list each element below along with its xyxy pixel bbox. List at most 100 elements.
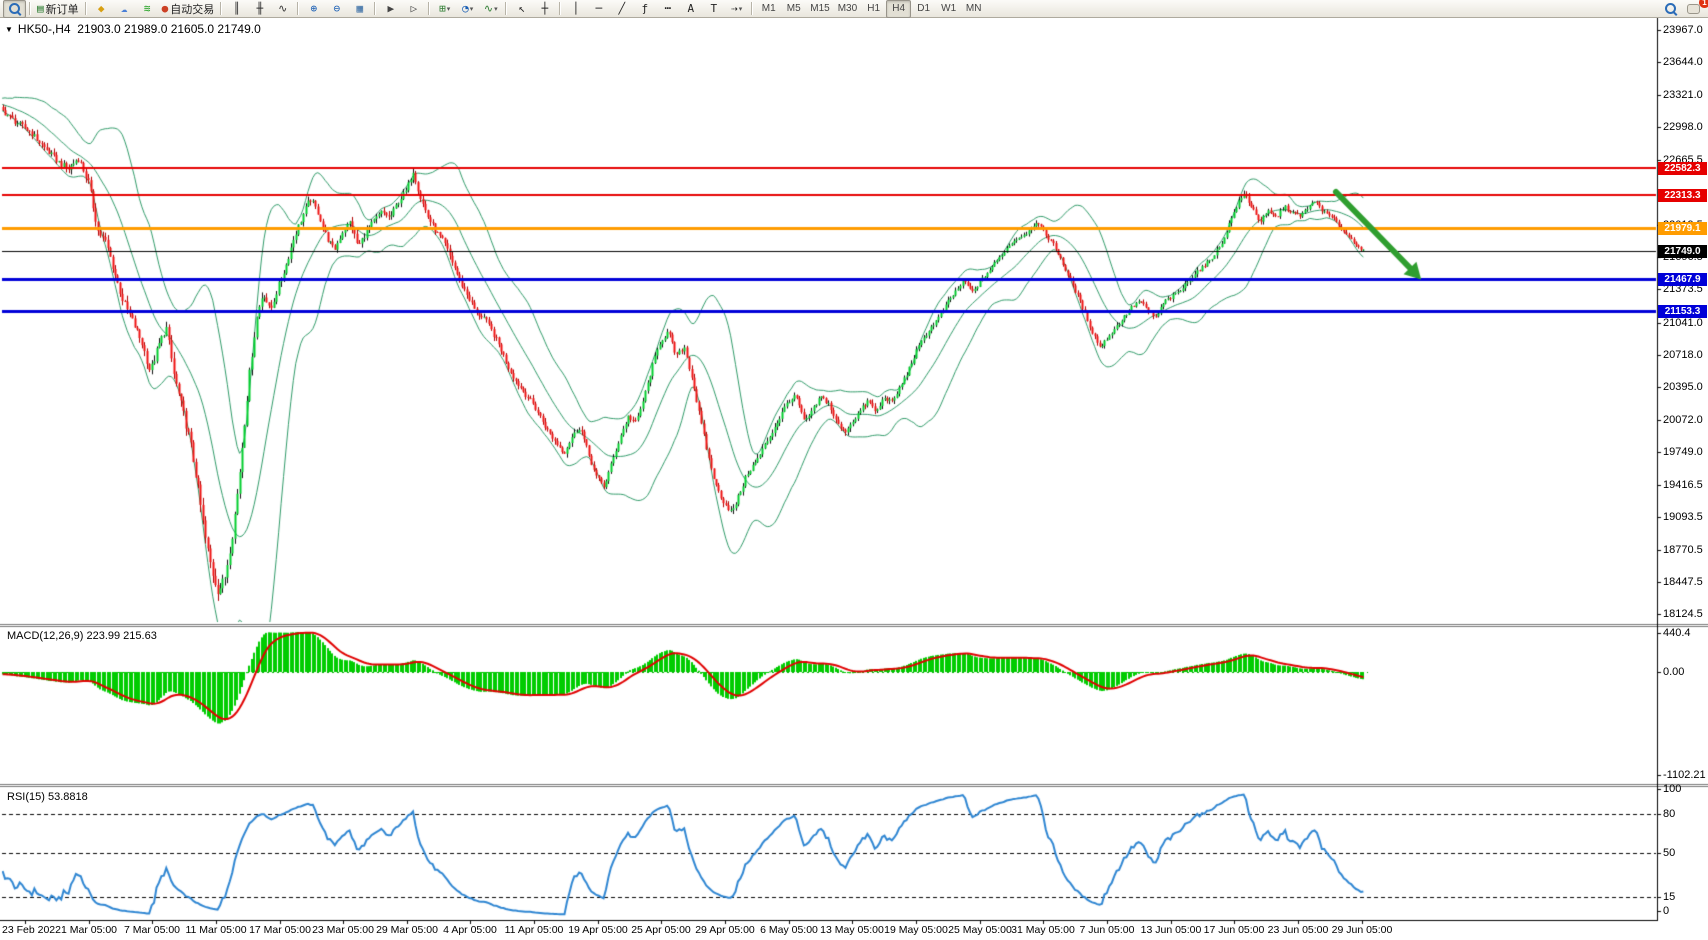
toolbar-separator	[84, 2, 87, 15]
timeframe-m1[interactable]: M1	[761, 3, 776, 14]
y-axis-tick: 19093.5	[1663, 511, 1703, 524]
new-chart-icon: ⊞	[439, 2, 446, 15]
toolbar-separator	[29, 2, 31, 15]
timeframe-h1[interactable]: H1	[867, 3, 881, 14]
y-axis-tick: 18124.5	[1663, 608, 1703, 621]
fibonacci-icon: ƒ	[641, 2, 649, 15]
macd-axis-tick: 440.4	[1663, 627, 1691, 639]
macd-axis-tick: -1102.21	[1663, 769, 1706, 781]
arrows-icon: ⇢	[731, 2, 738, 15]
trendline-icon: ╱	[618, 2, 626, 15]
toolbar-button-zoom-in[interactable]: ⊕	[302, 0, 325, 18]
timeframe-mn[interactable]: MN	[965, 3, 982, 14]
toolbar-button-periods[interactable]: ◔ ▾	[456, 0, 479, 18]
timeframe-d1[interactable]: D1	[917, 3, 931, 14]
x-axis-label: 7 Jun 05:00	[1079, 924, 1135, 936]
rsi-indicator-label: RSI(15) 53.8818	[7, 791, 88, 803]
y-axis-tick: 23321.0	[1663, 88, 1703, 101]
chevron-down-icon: ▾	[494, 5, 498, 13]
y-axis-tick: 19749.0	[1663, 445, 1703, 458]
auto-scroll-icon: ▶	[387, 2, 395, 15]
timeframe-w1[interactable]: W1	[941, 3, 957, 14]
price-line-label: 21979.1	[1658, 222, 1707, 236]
toolbar-button-arrows[interactable]: ⇢ ▾	[725, 0, 748, 18]
toolbar-button-tile-windows[interactable]: ▦	[348, 0, 371, 18]
line-chart-icon: ∿	[278, 2, 288, 15]
toolbar-button-notifications[interactable]: 1	[1682, 0, 1708, 18]
x-axis-label: 25 May 05:00	[948, 924, 1012, 936]
bar-chart-icon: ║	[233, 2, 241, 15]
rsi-axis-tick: 80	[1663, 808, 1676, 820]
y-axis-tick: 18770.5	[1663, 543, 1703, 556]
rsi-axis-tick: 15	[1663, 891, 1676, 903]
profiles-icon: ◆	[97, 2, 105, 15]
toolbar-button-candlestick-chart[interactable]: ╫	[248, 0, 271, 18]
toolbar-separator	[751, 2, 754, 15]
auto-trading-icon: ●	[161, 2, 169, 15]
text-icon: A	[687, 2, 695, 15]
timeframe-m5[interactable]: M5	[786, 3, 801, 14]
toolbar-button-zoom-out[interactable]: ⊖	[325, 0, 348, 18]
timeframe-m30[interactable]: M30	[837, 3, 858, 14]
y-axis-tick: 20395.0	[1663, 381, 1703, 394]
new-order-label: 新订单	[45, 3, 79, 16]
toolbar-separator	[297, 2, 300, 15]
toolbar-button-crosshair[interactable]: ┼	[533, 0, 556, 18]
timeframe-h4[interactable]: H4	[886, 0, 912, 18]
market-watch-icon	[9, 3, 20, 14]
x-axis-label: 29 Apr 05:00	[695, 924, 755, 936]
toolbar-button-profiles[interactable]: ◆	[90, 0, 113, 18]
toolbar-button-text[interactable]: A	[679, 0, 702, 18]
toolbar-button-indicators[interactable]: ∿ ▾	[479, 0, 502, 18]
chart-window-icon: ☁	[120, 2, 128, 15]
chart-title-dropdown-icon[interactable]: ▼	[5, 25, 13, 34]
rsi-axis-tick: 100	[1663, 783, 1682, 795]
toolbar-button-vertical-line[interactable]: │	[564, 0, 587, 18]
toolbar-button-bar-chart[interactable]: ║	[225, 0, 248, 18]
chart-canvas[interactable]	[0, 18, 1708, 940]
toolbar-button-market-watch[interactable]	[3, 0, 26, 18]
toolbar-button-trendline[interactable]: ╱	[610, 0, 633, 18]
toolbar-button-auto-scroll[interactable]: ▶	[379, 0, 402, 18]
rsi-axis-tick: 50	[1663, 847, 1676, 859]
x-axis-label: 23 Jun 05:00	[1267, 924, 1329, 936]
x-axis-label: 19 Apr 05:00	[568, 924, 628, 936]
toolbar-button-chart-window[interactable]: ☁	[113, 0, 136, 18]
zoom-in-icon: ⊕	[310, 2, 318, 15]
x-axis-label: 13 May 05:00	[820, 924, 884, 936]
channel-icon: ┅	[664, 2, 672, 15]
y-axis-tick: 20072.0	[1663, 413, 1703, 426]
chart-title-text: HK50-,H4 21903.0 21989.0 21605.0 21749.0	[17, 22, 261, 36]
x-axis-label: 29 Jun 05:00	[1331, 924, 1393, 936]
toolbar-button-chart-shift[interactable]: ▷	[402, 0, 425, 18]
auto-trading-label: 自动交易	[170, 3, 215, 16]
y-axis-tick: 20718.0	[1663, 348, 1703, 361]
toolbar-button-fibonacci[interactable]: ƒ	[633, 0, 656, 18]
y-axis-tick: 23967.0	[1663, 24, 1703, 36]
x-axis-label: 11 Mar 05:00	[185, 924, 247, 936]
x-axis-label: 17 Jun 05:00	[1203, 924, 1265, 936]
indicators-icon: ∿	[483, 2, 494, 15]
notification-badge: 1	[1699, 0, 1708, 8]
toolbar-button-signals[interactable]: ≋	[136, 0, 159, 18]
x-axis-label: 17 Mar 05:00	[249, 924, 311, 936]
toolbar-button-new-order[interactable]: ▤ 新订单	[34, 0, 82, 18]
toolbar-button-channel[interactable]: ┅	[656, 0, 679, 18]
periods-icon: ◔	[462, 2, 469, 15]
toolbar-separator	[220, 2, 223, 15]
toolbar-button-line-chart[interactable]: ∿	[271, 0, 294, 18]
toolbar-button-text-label[interactable]: T	[702, 0, 725, 18]
toolbar-separator	[559, 2, 562, 15]
toolbar-button-cursor[interactable]: ↖	[510, 0, 533, 18]
x-axis-label: 4 Apr 05:00	[443, 924, 497, 936]
timeframe-m15[interactable]: M15	[810, 3, 830, 14]
toolbar-button-search[interactable]	[1659, 0, 1682, 18]
toolbar-button-auto-trading[interactable]: ● 自动交易	[159, 0, 218, 18]
toolbar-button-horizontal-line[interactable]: ─	[587, 0, 610, 18]
toolbar-button-new-chart[interactable]: ⊞ ▾	[433, 0, 456, 18]
candlestick-chart-icon: ╫	[256, 2, 264, 15]
x-axis-label: 13 Jun 05:00	[1140, 924, 1202, 936]
vertical-line-icon: │	[572, 2, 580, 15]
price-line-label: 21153.3	[1658, 304, 1707, 318]
